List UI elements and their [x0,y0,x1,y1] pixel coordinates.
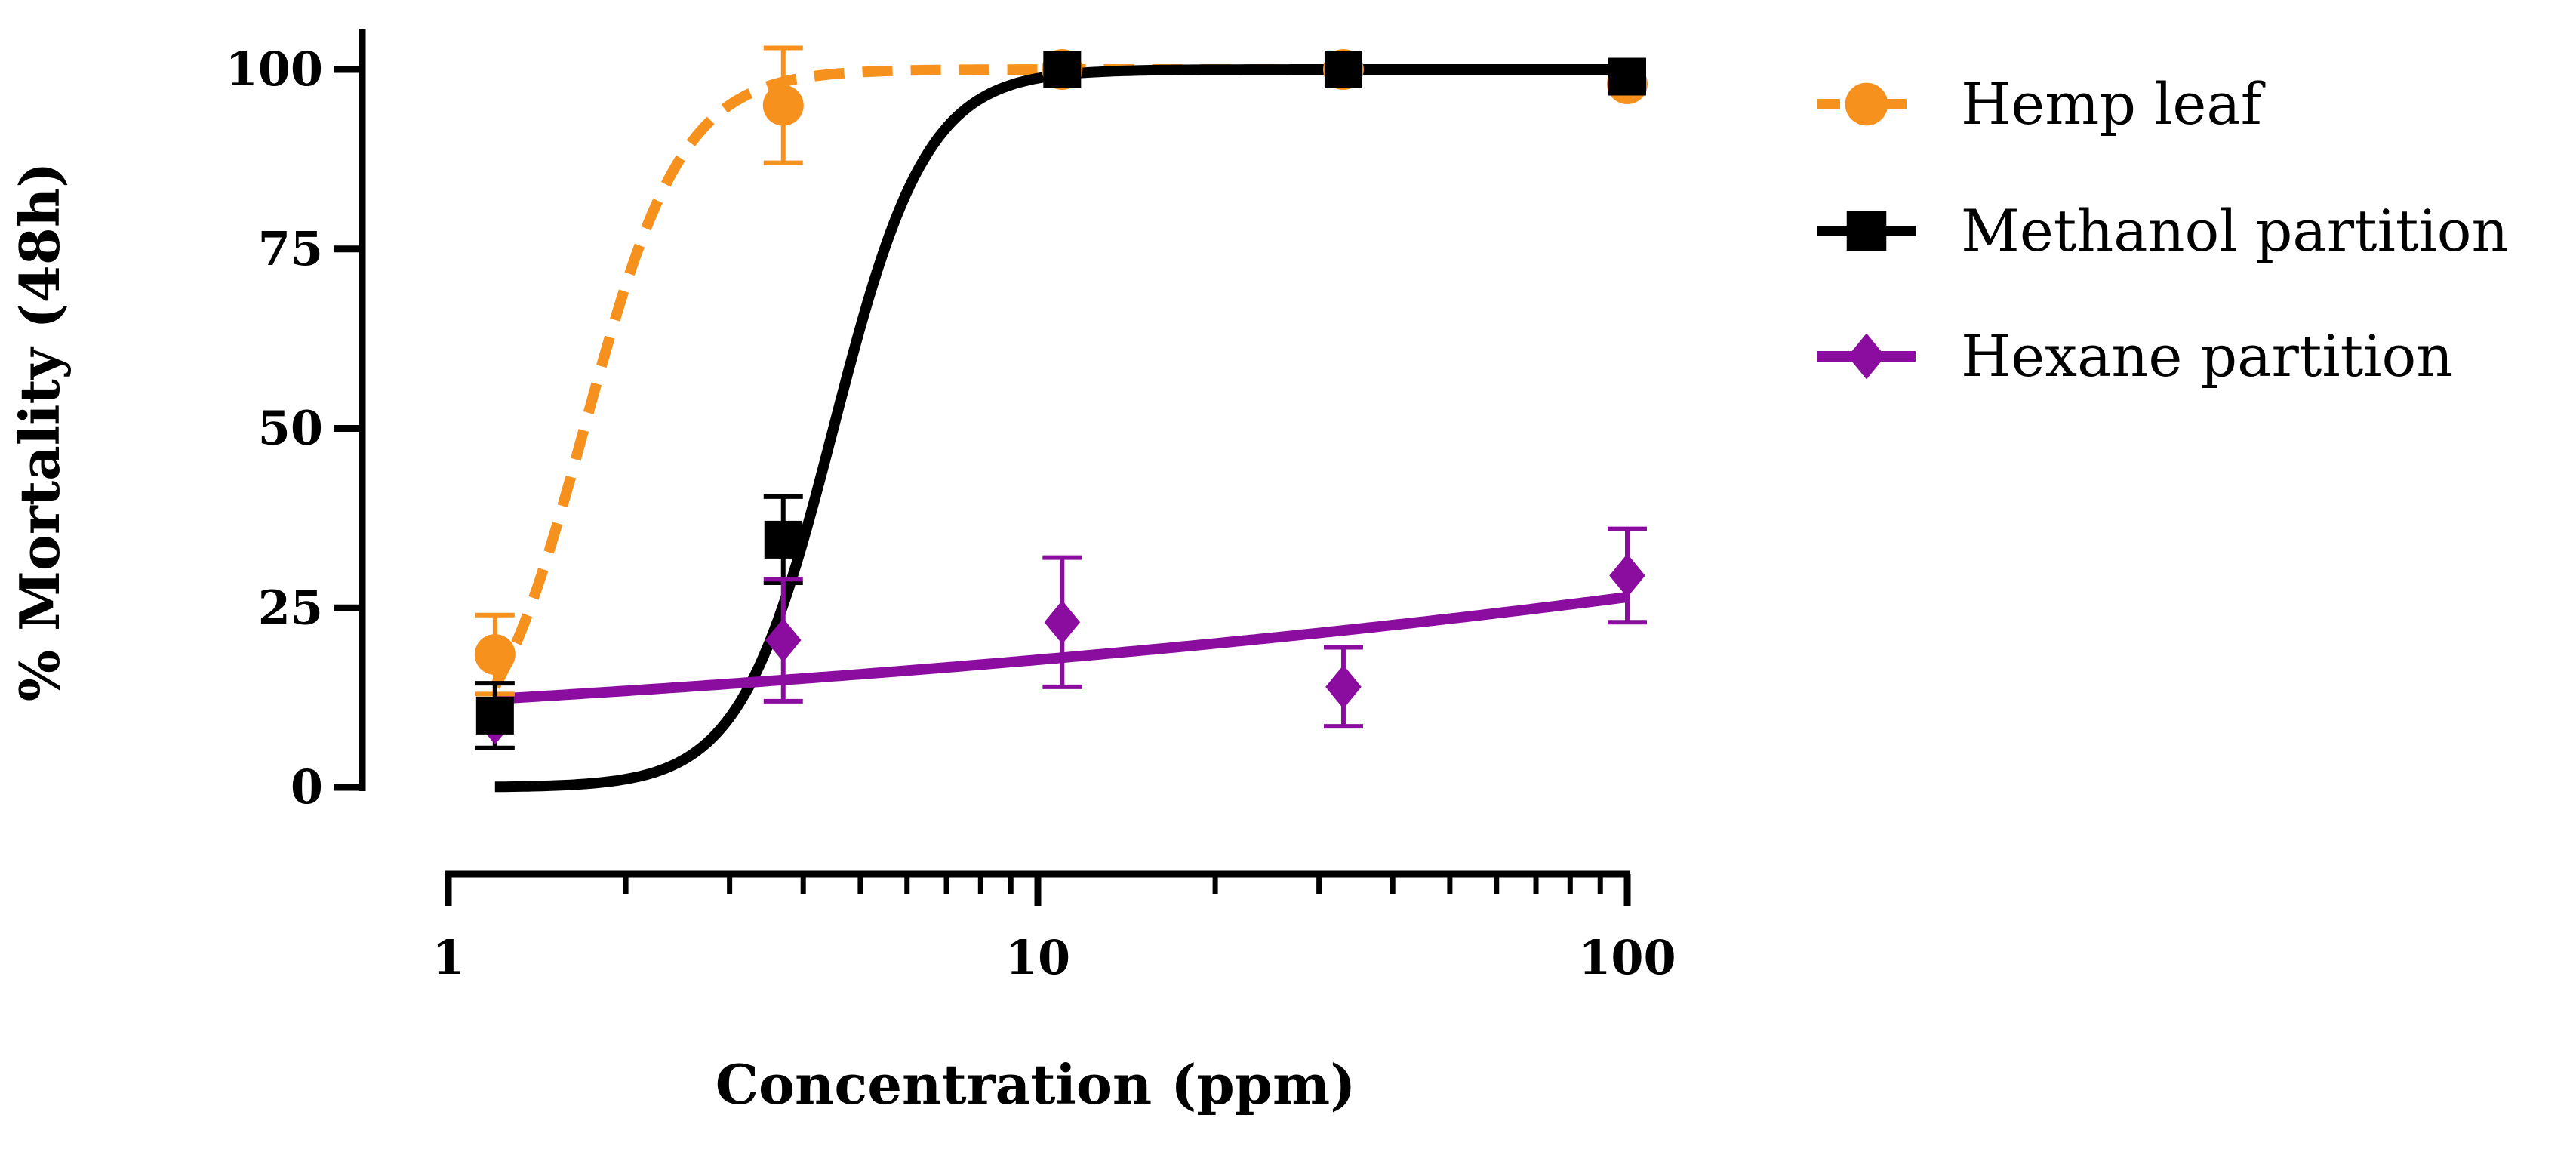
legend-marker-diamond [1848,333,1885,380]
x-axis-title: Concentration (ppm) [716,1052,1356,1116]
data-point-diamond [765,618,802,663]
legend-marker-square [1846,211,1887,251]
legend-item: Hemp leaf [1817,70,2266,137]
data-point-square [1324,51,1362,88]
data-point-square [764,520,802,559]
y-tick-label: 75 [258,221,323,276]
y-tick-label: 0 [291,759,323,815]
y-tick-label: 25 [258,580,323,635]
data-point-square [1608,57,1646,96]
y-tick-label: 50 [258,401,323,456]
data-point-circle [474,634,516,676]
legend: Hemp leaf Methanol partition Hexane partit… [1817,70,2508,390]
x-tick-label: 100 [1578,930,1676,985]
y-axis: 0 25 50 75 100 [226,29,366,815]
data-markers [474,49,1648,745]
x-tick-label: 1 [432,930,464,985]
y-axis-title: % Mortality (48h) [8,162,72,702]
y-tick-label: 100 [226,42,323,97]
data-point-square [475,696,514,735]
data-point-diamond [1609,553,1645,598]
legend-label: Hemp leaf [1961,70,2266,137]
error-bars [475,45,1647,750]
x-axis: 1 10 100 [432,870,1676,985]
data-point-diamond [1325,664,1362,709]
data-point-circle [762,85,804,126]
data-point-square [1043,51,1082,88]
legend-item: Hexane partition [1817,322,2453,390]
legend-label: Hexane partition [1961,322,2453,390]
x-tick-label: 10 [1005,930,1070,985]
legend-marker-circle [1845,82,1888,126]
legend-item: Methanol partition [1817,197,2508,264]
legend-label: Methanol partition [1961,197,2508,264]
data-point-diamond [1044,600,1081,645]
